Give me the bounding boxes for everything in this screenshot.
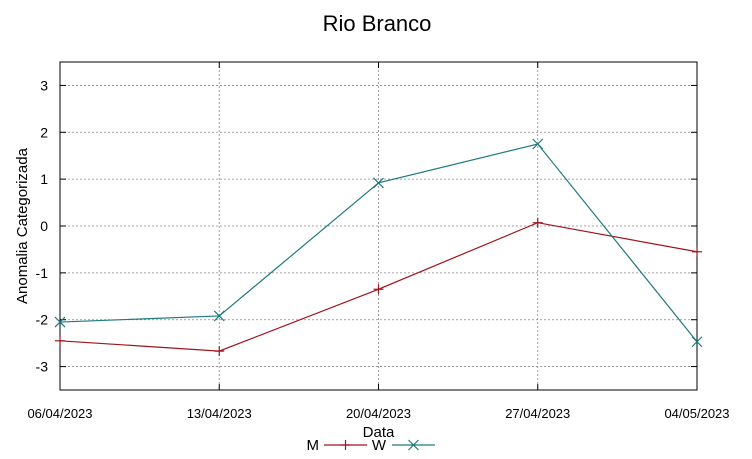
data-point-M [532, 217, 543, 228]
y-tick-label: -3 [36, 359, 49, 375]
series-lines [54, 138, 703, 357]
y-tick-label: 2 [40, 124, 48, 140]
y-tick-label: 3 [40, 77, 48, 93]
y-tick-label: -1 [36, 265, 49, 281]
data-point-M [692, 246, 702, 257]
data-point-W [54, 316, 66, 328]
legend-label-W: W [372, 437, 387, 454]
data-point-M [214, 346, 225, 357]
legend-marker-M [340, 440, 351, 450]
y-axis-ticks: -3 -2 -1 0 1 2 3 [36, 77, 697, 375]
y-tick-label: 0 [40, 218, 48, 234]
x-tick-label: 06/04/2023 [27, 406, 92, 421]
x-tick-label: 13/04/2023 [187, 406, 252, 421]
data-point-W [373, 177, 384, 189]
y-tick-label: -2 [36, 312, 49, 328]
data-point-W [532, 138, 544, 150]
x-tick-label: 27/04/2023 [505, 406, 570, 421]
legend-label-M: M [307, 437, 320, 454]
x-axis-ticks: 06/04/2023 13/04/2023 20/04/2023 27/04/2023… [27, 62, 730, 421]
x-tick-label: 04/05/2023 [664, 406, 729, 421]
y-tick-label: 1 [40, 171, 48, 187]
x-axis-label: Data [363, 424, 395, 441]
legend-marker-W [408, 439, 419, 451]
data-point-W [213, 310, 225, 322]
x-tick-label: 20/04/2023 [346, 406, 411, 421]
data-point-M [373, 284, 384, 295]
data-point-W [691, 336, 703, 348]
grid-lines [60, 62, 697, 390]
chart-title: Rio Branco [323, 11, 432, 36]
data-point-M [55, 335, 65, 346]
y-axis-label: Anomalia Categorizada [14, 147, 31, 304]
